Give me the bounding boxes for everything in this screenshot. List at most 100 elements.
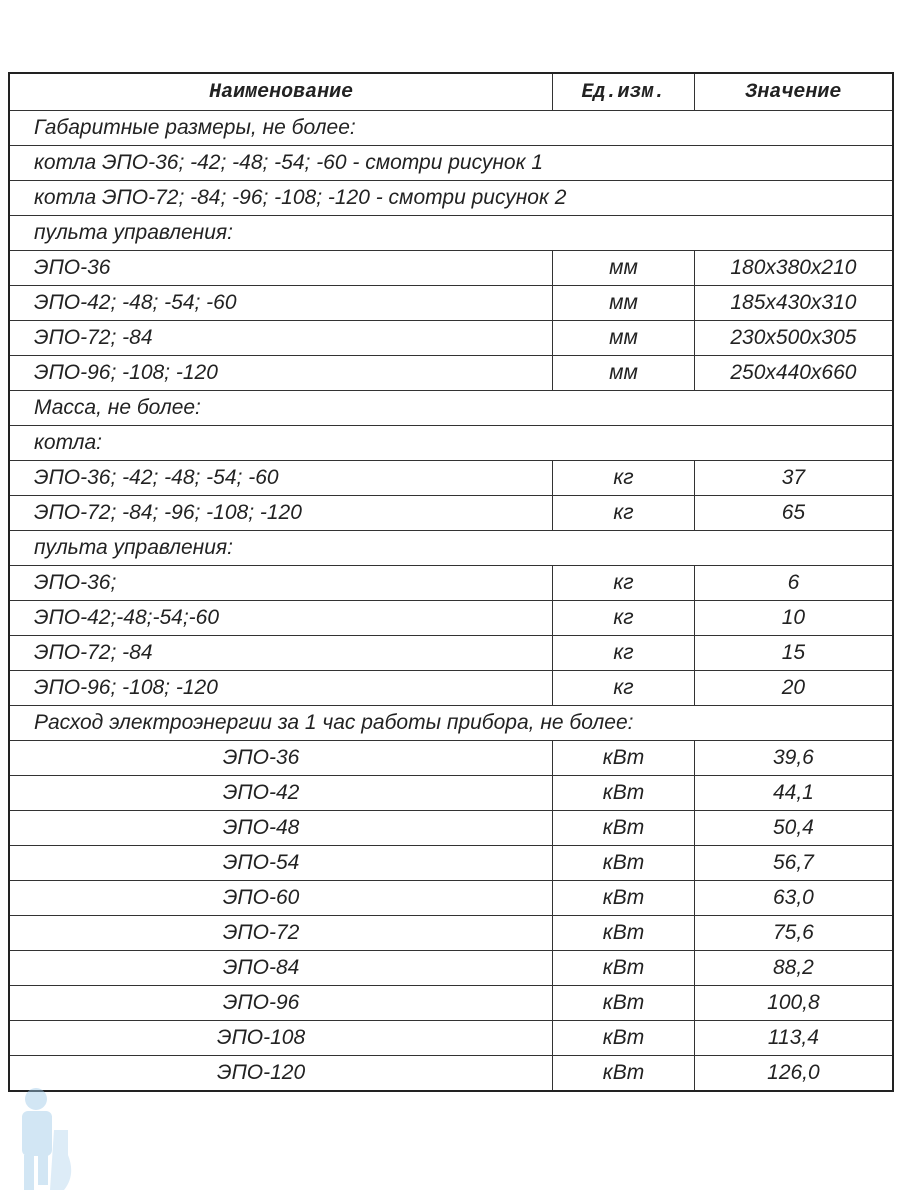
row-name: ЭПО-60: [8, 880, 554, 916]
row-name: ЭПО-42; -48; -54; -60: [8, 285, 554, 321]
section-row: Масса, не более:: [8, 390, 894, 426]
section-row: пульта управления:: [8, 530, 894, 566]
row-name: ЭПО-54: [8, 845, 554, 881]
table-body: Габаритные размеры, не более: котла ЭПО-3…: [8, 110, 894, 1092]
section-label: Габаритные размеры, не более:: [8, 110, 894, 146]
row-unit: кг: [552, 565, 695, 601]
section-label: Расход электроэнергии за 1 час работы пр…: [8, 705, 894, 741]
row-unit: кВт: [552, 740, 695, 776]
table-row: ЭПО-36 мм 180x380x210: [8, 250, 894, 286]
row-unit: кг: [552, 670, 695, 706]
table-row: ЭПО-36; -42; -48; -54; -60 кг 37: [8, 460, 894, 496]
header-value: Значение: [693, 72, 894, 111]
section-label: котла:: [8, 425, 894, 461]
row-value: 37: [693, 460, 894, 496]
row-unit: кВт: [552, 880, 695, 916]
row-value: 56,7: [693, 845, 894, 881]
table-row: ЭПО-120 кВт 126,0: [8, 1055, 894, 1092]
row-value: 180x380x210: [693, 250, 894, 286]
section-label: Масса, не более:: [8, 390, 894, 426]
row-value: 113,4: [693, 1020, 894, 1056]
row-name: ЭПО-42: [8, 775, 554, 811]
mascot-logo: [22, 1088, 72, 1190]
row-unit: кВт: [552, 950, 695, 986]
table-row: ЭПО-96; -108; -120 кг 20: [8, 670, 894, 706]
section-label: котла ЭПО-72; -84; -96; -108; -120 - смо…: [8, 180, 894, 216]
row-value: 39,6: [693, 740, 894, 776]
row-unit: кВт: [552, 775, 695, 811]
table-row: ЭПО-36; кг 6: [8, 565, 894, 601]
row-unit: кВт: [552, 1055, 695, 1092]
row-unit: кВт: [552, 845, 695, 881]
row-unit: мм: [552, 285, 695, 321]
header-name: Наименование: [8, 72, 554, 111]
row-value: 250x440x660: [693, 355, 894, 391]
row-unit: мм: [552, 320, 695, 356]
row-value: 10: [693, 600, 894, 636]
spec-table: Наименование Ед.изм. Значение Габаритные…: [8, 72, 894, 1092]
row-value: 15: [693, 635, 894, 671]
table-row: ЭПО-72; -84; -96; -108; -120 кг 65: [8, 495, 894, 531]
table-row: ЭПО-96; -108; -120 мм 250x440x660: [8, 355, 894, 391]
row-name: ЭПО-72: [8, 915, 554, 951]
section-row: котла ЭПО-36; -42; -48; -54; -60 - смотр…: [8, 145, 894, 181]
row-name: ЭПО-96; -108; -120: [8, 355, 554, 391]
row-value: 50,4: [693, 810, 894, 846]
row-unit: кг: [552, 495, 695, 531]
header-row: Наименование Ед.изм. Значение: [8, 72, 894, 111]
row-name: ЭПО-108: [8, 1020, 554, 1056]
row-name: ЭПО-72; -84; -96; -108; -120: [8, 495, 554, 531]
row-name: ЭПО-36;: [8, 565, 554, 601]
row-name: ЭПО-96: [8, 985, 554, 1021]
row-name: ЭПО-72; -84: [8, 635, 554, 671]
row-unit: кВт: [552, 915, 695, 951]
row-name: ЭПО-36; -42; -48; -54; -60: [8, 460, 554, 496]
table-row: ЭПО-108 кВт 113,4: [8, 1020, 894, 1056]
table-row: ЭПО-72 кВт 75,6: [8, 915, 894, 951]
row-value: 63,0: [693, 880, 894, 916]
row-unit: кВт: [552, 1020, 695, 1056]
row-name: ЭПО-36: [8, 250, 554, 286]
row-value: 75,6: [693, 915, 894, 951]
row-unit: кВт: [552, 985, 695, 1021]
table-row: ЭПО-36 кВт 39,6: [8, 740, 894, 776]
row-unit: кг: [552, 635, 695, 671]
table-row: ЭПО-42 кВт 44,1: [8, 775, 894, 811]
row-value: 65: [693, 495, 894, 531]
row-unit: кг: [552, 600, 695, 636]
row-value: 185x430x310: [693, 285, 894, 321]
row-value: 230x500x305: [693, 320, 894, 356]
section-row: Габаритные размеры, не более:: [8, 110, 894, 146]
row-value: 20: [693, 670, 894, 706]
row-value: 100,8: [693, 985, 894, 1021]
header-unit: Ед.изм.: [552, 72, 695, 111]
row-name: ЭПО-72; -84: [8, 320, 554, 356]
row-name: ЭПО-120: [8, 1055, 554, 1092]
row-unit: мм: [552, 250, 695, 286]
table-row: ЭПО-54 кВт 56,7: [8, 845, 894, 881]
row-value: 44,1: [693, 775, 894, 811]
section-row: пульта управления:: [8, 215, 894, 251]
row-name: ЭПО-36: [8, 740, 554, 776]
table-row: ЭПО-72; -84 мм 230x500x305: [8, 320, 894, 356]
row-name: ЭПО-42;-48;-54;-60: [8, 600, 554, 636]
table-row: ЭПО-60 кВт 63,0: [8, 880, 894, 916]
table-row: ЭПО-48 кВт 50,4: [8, 810, 894, 846]
section-label: пульта управления:: [8, 530, 894, 566]
row-name: ЭПО-96; -108; -120: [8, 670, 554, 706]
row-unit: кг: [552, 460, 695, 496]
row-value: 88,2: [693, 950, 894, 986]
section-row: котла ЭПО-72; -84; -96; -108; -120 - смо…: [8, 180, 894, 216]
table-row: ЭПО-42; -48; -54; -60 мм 185x430x310: [8, 285, 894, 321]
table-row: ЭПО-42;-48;-54;-60 кг 10: [8, 600, 894, 636]
row-unit: мм: [552, 355, 695, 391]
section-row: Расход электроэнергии за 1 час работы пр…: [8, 705, 894, 741]
section-row: котла:: [8, 425, 894, 461]
table-row: ЭПО-84 кВт 88,2: [8, 950, 894, 986]
row-name: ЭПО-84: [8, 950, 554, 986]
row-value: 6: [693, 565, 894, 601]
table-row: ЭПО-96 кВт 100,8: [8, 985, 894, 1021]
row-unit: кВт: [552, 810, 695, 846]
row-name: ЭПО-48: [8, 810, 554, 846]
section-label: котла ЭПО-36; -42; -48; -54; -60 - смотр…: [8, 145, 894, 181]
